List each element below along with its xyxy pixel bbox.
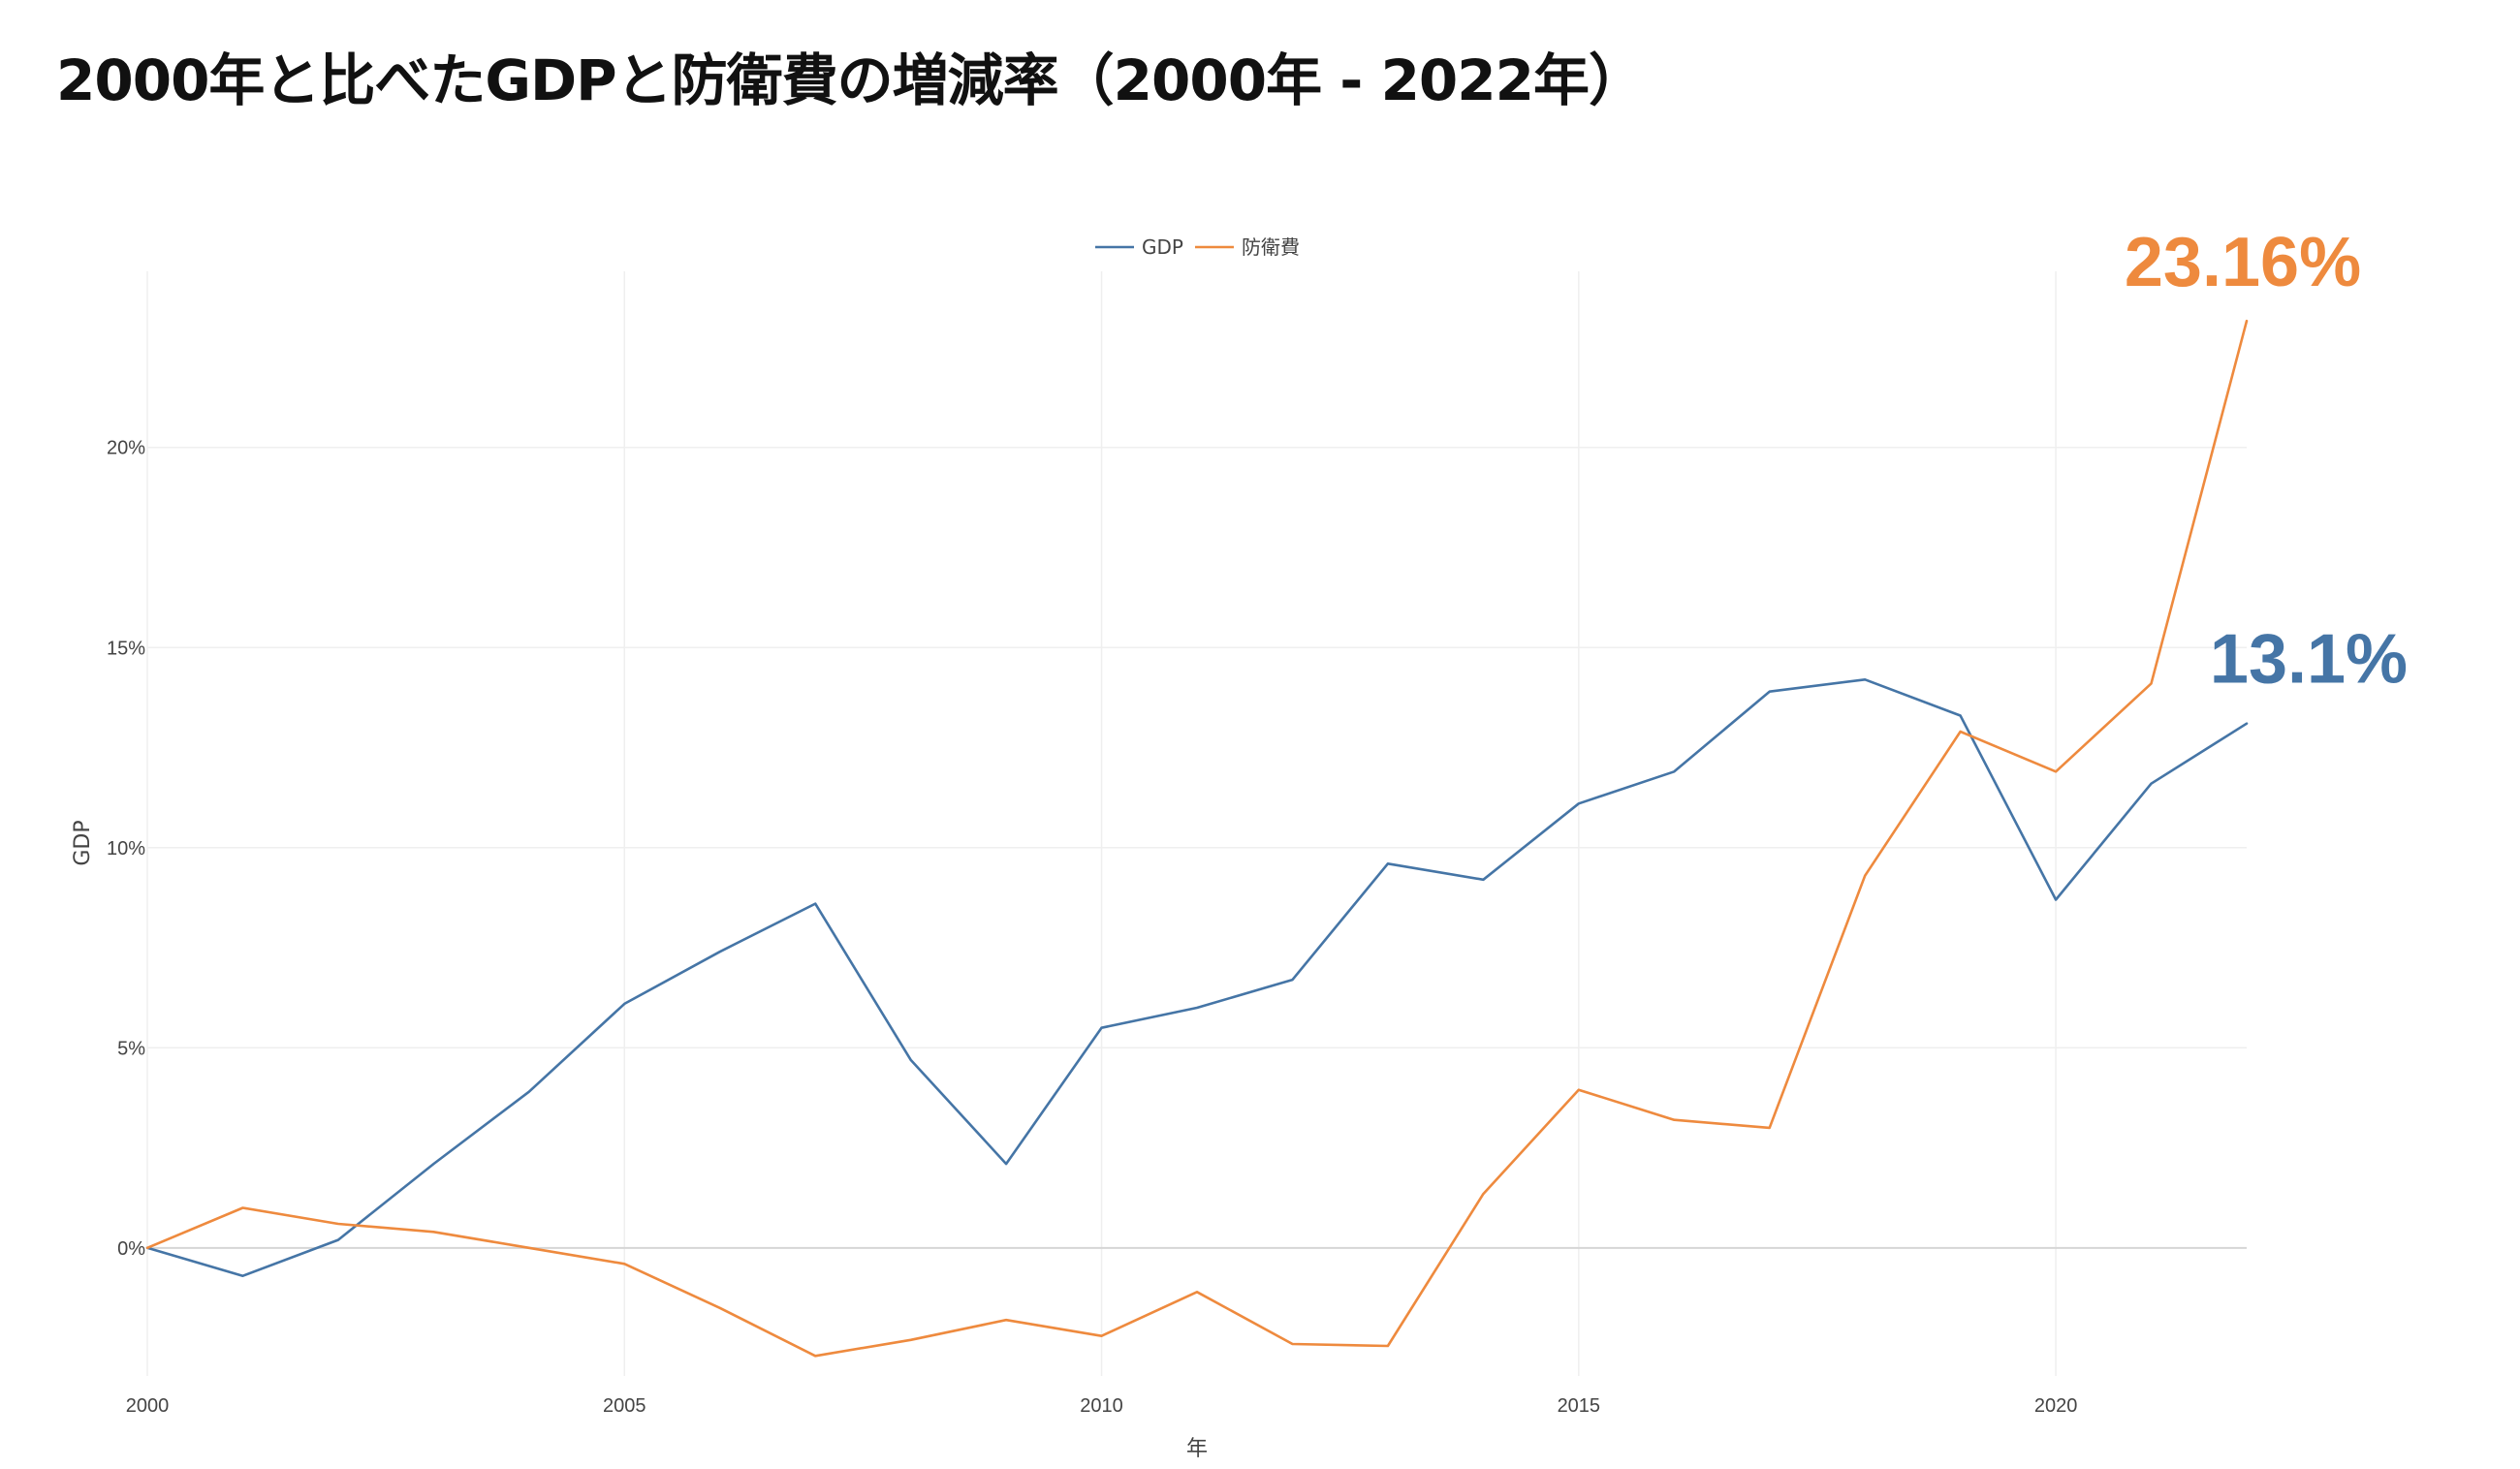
y-tick-label: 5% bbox=[117, 1038, 145, 1059]
grid-lines bbox=[146, 271, 2247, 1376]
axis-ticks: 2000 2005 2010 2015 2020 0% 5% 10% 15% 20% bbox=[107, 438, 2077, 1417]
y-axis-title: GDP bbox=[71, 820, 95, 865]
series-lines bbox=[145, 319, 2249, 1358]
x-tick-label: 2000 bbox=[126, 1395, 170, 1417]
chart-title: 2000年と比べたGDPと防衛費の増減率（2000年 - 2022年） bbox=[56, 47, 1645, 113]
legend-label: GDP bbox=[1142, 235, 1183, 259]
y-tick-label: 10% bbox=[107, 838, 145, 860]
x-tick-label: 2020 bbox=[2034, 1395, 2078, 1417]
x-tick-label: 2010 bbox=[1080, 1395, 1123, 1417]
series-line-gdp bbox=[145, 677, 2249, 1277]
end-annotations: 23.16% 13.1% bbox=[2125, 224, 2408, 699]
legend: GDP 防衛費 bbox=[1095, 235, 1300, 259]
x-tick-label: 2015 bbox=[1558, 1395, 1601, 1417]
series-line-defense bbox=[145, 319, 2249, 1358]
x-tick-label: 2005 bbox=[603, 1395, 646, 1417]
x-axis-title: 年 bbox=[1186, 1437, 1208, 1461]
y-tick-label: 20% bbox=[107, 438, 145, 459]
y-tick-label: 15% bbox=[107, 638, 145, 659]
legend-label: 防衛費 bbox=[1242, 235, 1300, 259]
defense-end-value-label: 23.16% bbox=[2125, 224, 2361, 301]
gdp-end-value-label: 13.1% bbox=[2210, 621, 2408, 699]
y-tick-label: 0% bbox=[117, 1238, 145, 1260]
